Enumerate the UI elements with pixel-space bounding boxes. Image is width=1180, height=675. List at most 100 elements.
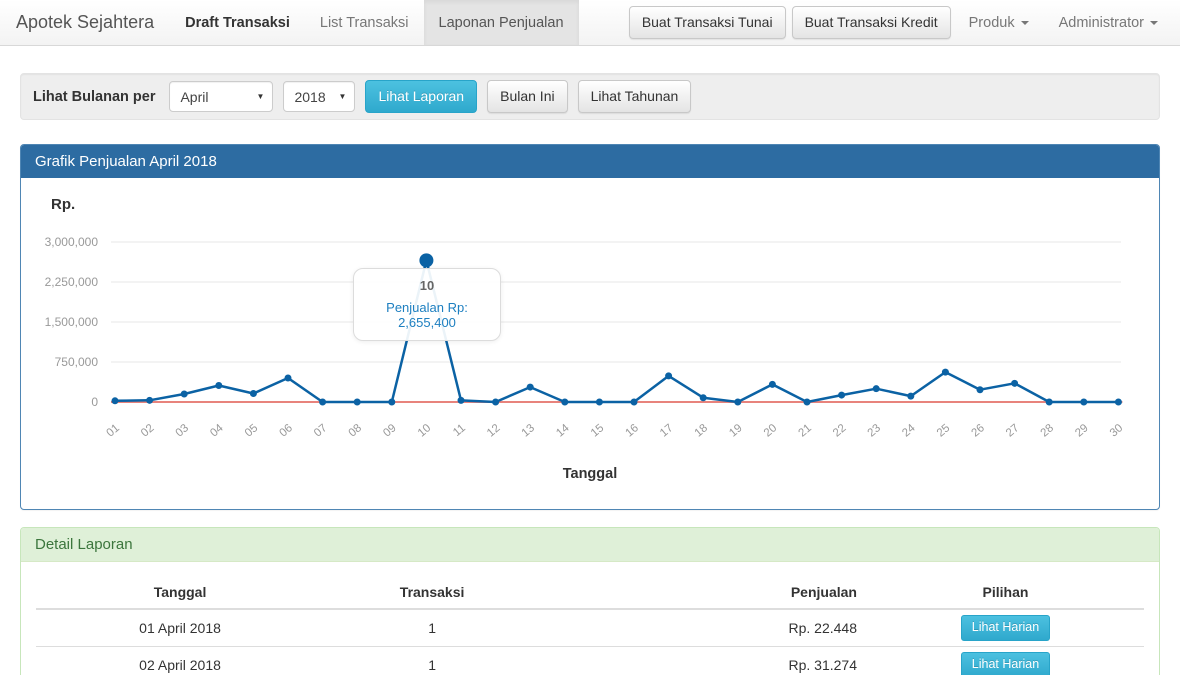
select-caret-icon: ▼ — [338, 92, 347, 101]
detail-table: Tanggal Transaksi Penjualan Pilihan 01 A… — [36, 576, 1144, 675]
chart-point[interactable] — [941, 368, 949, 376]
chart-point[interactable] — [388, 398, 396, 406]
chart-point[interactable] — [1045, 398, 1053, 406]
chart-point[interactable] — [215, 381, 223, 389]
cell-pilihan: Lihat Harian — [866, 646, 1144, 675]
chart-point[interactable] — [907, 392, 915, 400]
administrator-dropdown-label: Administrator — [1058, 14, 1144, 31]
nav-item-list-transaksi[interactable]: List Transaksi — [319, 14, 409, 31]
x-tick-label: 20 — [762, 422, 780, 439]
nav-item-laporan-penjualan[interactable]: Laponan Penjualan — [423, 0, 579, 45]
chart-point[interactable] — [1114, 398, 1122, 406]
detail-table-body: 01 April 2018 1 Rp. 22.448 Lihat Harian 02 A… — [36, 609, 1144, 675]
buat-transaksi-kredit-button[interactable]: Buat Transaksi Kredit — [791, 5, 951, 40]
month-select-value: April — [180, 88, 209, 105]
chart-point[interactable] — [976, 386, 984, 394]
cell-penjualan: Rp. 31.274 — [540, 646, 867, 675]
x-tick-label: 30 — [1108, 422, 1126, 439]
chart-tooltip: 10 Penjualan Rp: 2,655,400 — [353, 268, 501, 341]
x-tick-label: 03 — [174, 422, 192, 439]
lihat-harian-button[interactable]: Lihat Harian — [960, 651, 1051, 675]
y-tick-label: 0 — [91, 395, 98, 409]
chart-point[interactable] — [180, 390, 188, 398]
x-tick-label: 22 — [831, 422, 849, 439]
sales-line — [114, 259, 1119, 404]
chart-point[interactable] — [595, 398, 603, 406]
col-header-transaksi: Transaksi — [324, 576, 541, 610]
chart-point[interactable] — [146, 396, 154, 404]
x-tick-label: 11 — [451, 422, 468, 439]
table-row: 01 April 2018 1 Rp. 22.448 Lihat Harian — [36, 609, 1144, 647]
chart-point[interactable] — [353, 398, 361, 406]
x-tick-label: 15 — [589, 422, 607, 439]
detail-panel-title: Detail Laporan — [21, 528, 1159, 562]
sales-chart-panel: Grafik Penjualan April 2018 Rp. 0 750,000… — [20, 144, 1160, 510]
x-tick-label: 06 — [277, 422, 295, 439]
highlight-point[interactable] — [419, 253, 434, 268]
chart-point[interactable] — [1080, 398, 1088, 406]
x-tick-label: 17 — [658, 422, 676, 439]
cell-penjualan: Rp. 22.448 — [540, 609, 867, 647]
table-header-row: Tanggal Transaksi Penjualan Pilihan — [36, 576, 1144, 610]
col-header-penjualan: Penjualan — [540, 576, 867, 610]
x-tick-label: 16 — [623, 422, 641, 439]
year-select-value: 2018 — [294, 88, 326, 105]
caret-down-icon — [1020, 20, 1029, 25]
lihat-laporan-button[interactable]: Lihat Laporan — [365, 79, 478, 114]
sales-line-chart[interactable]: 0 750,000 1,500,000 2,250,000 3,000,000 01 02 0… — [36, 225, 1146, 440]
select-caret-icon: ▼ — [256, 92, 265, 101]
chart-point[interactable] — [803, 398, 811, 406]
x-tick-label: 24 — [900, 422, 918, 440]
chart-point[interactable] — [768, 380, 776, 388]
chart-point[interactable] — [319, 398, 327, 406]
cell-tanggal: 02 April 2018 — [36, 646, 325, 675]
chart-point[interactable] — [699, 394, 707, 402]
nav-item-draft-transaksi[interactable]: Draft Transaksi — [185, 14, 290, 31]
chart-point[interactable] — [526, 383, 534, 391]
x-tick-label: 18 — [693, 422, 711, 439]
table-row: 02 April 2018 1 Rp. 31.274 Lihat Harian — [36, 646, 1144, 675]
y-tick-label: 2,250,000 — [45, 275, 99, 289]
chart-point[interactable] — [838, 391, 846, 399]
x-tick-label: 05 — [243, 422, 261, 439]
x-tick-label: 01 — [104, 422, 122, 439]
lihat-harian-button[interactable]: Lihat Harian — [960, 615, 1051, 641]
administrator-dropdown[interactable]: Administrator — [1047, 15, 1170, 31]
filter-label: Lihat Bulanan per — [33, 88, 156, 105]
produk-dropdown[interactable]: Produk — [957, 15, 1041, 31]
x-tick-label: 02 — [139, 422, 157, 439]
chart-point[interactable] — [111, 397, 119, 405]
buat-transaksi-tunai-button[interactable]: Buat Transaksi Tunai — [628, 5, 786, 40]
x-tick-label: 19 — [727, 422, 745, 439]
x-tick-label: 27 — [1004, 422, 1022, 439]
col-header-pilihan: Pilihan — [866, 576, 1144, 610]
x-tick-label: 25 — [935, 422, 953, 439]
produk-dropdown-label: Produk — [968, 14, 1015, 31]
chart-point[interactable] — [492, 398, 500, 406]
x-tick-label: 26 — [969, 422, 987, 439]
bulan-ini-button[interactable]: Bulan Ini — [487, 79, 568, 114]
chart-point[interactable] — [284, 374, 292, 382]
chart-point[interactable] — [249, 389, 257, 397]
col-header-tanggal: Tanggal — [36, 576, 325, 610]
chart-point[interactable] — [630, 398, 638, 406]
chart-point[interactable] — [1011, 379, 1019, 387]
chart-point[interactable] — [561, 398, 569, 406]
app-brand[interactable]: Apotek Sejahtera — [16, 12, 155, 32]
detail-laporan-panel: Detail Laporan Tanggal Transaksi Penjual… — [20, 527, 1160, 675]
month-select[interactable]: April ▼ — [169, 81, 274, 112]
x-tick-label: 13 — [520, 422, 538, 439]
report-filter-bar: Lihat Bulanan per April ▼ 2018 ▼ Lihat L… — [20, 73, 1160, 120]
cell-transaksi: 1 — [324, 646, 541, 675]
x-tick-label: 21 — [796, 422, 814, 439]
chart-point[interactable] — [872, 385, 880, 393]
chart-point[interactable] — [665, 372, 673, 380]
cell-transaksi: 1 — [324, 609, 541, 647]
x-tick-label: 10 — [416, 422, 434, 439]
tooltip-day: 10 — [419, 278, 435, 293]
year-select[interactable]: 2018 ▼ — [283, 81, 356, 112]
x-tick-label: 09 — [381, 422, 399, 439]
lihat-tahunan-button[interactable]: Lihat Tahunan — [577, 79, 692, 114]
chart-point[interactable] — [457, 396, 465, 404]
chart-point[interactable] — [734, 398, 742, 406]
